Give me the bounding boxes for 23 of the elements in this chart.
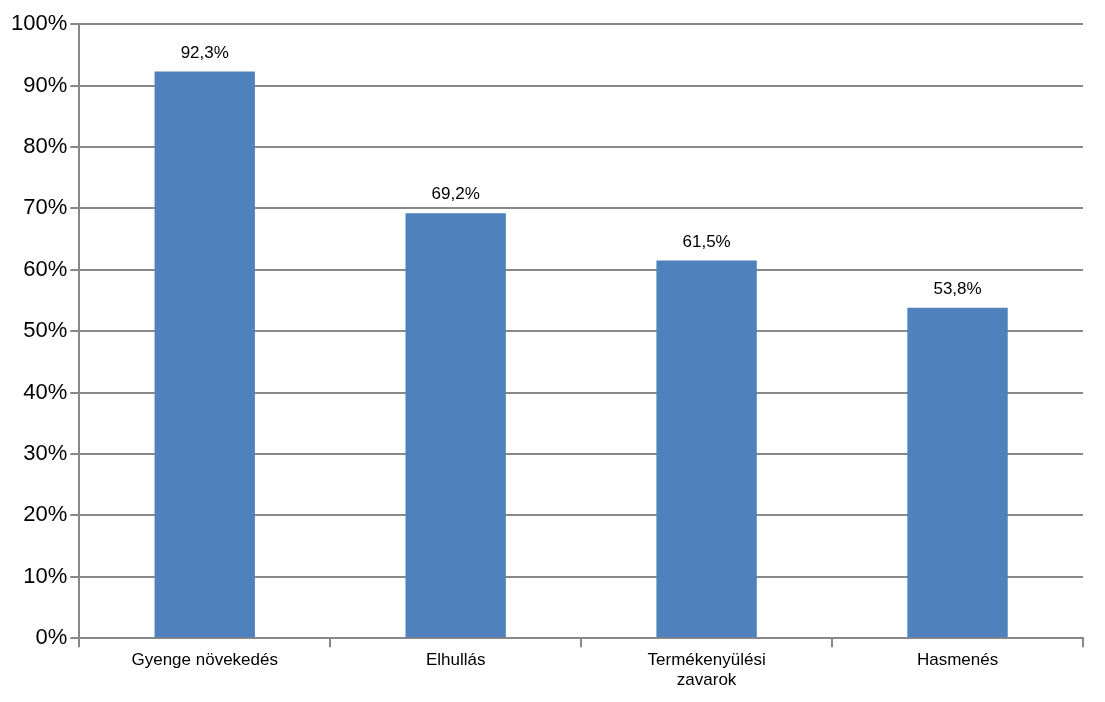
data-label: 53,8% [933,279,982,299]
y-tick-label: 30% [23,440,68,466]
y-tick-label: 40% [23,378,68,404]
x-tick-label: Hasmenés [916,650,999,670]
bar [907,307,1008,638]
y-tick-label: 60% [23,255,68,281]
y-tick-label: 50% [23,317,68,343]
bar [405,213,506,638]
data-label: 69,2% [431,184,480,204]
bar [154,71,255,638]
y-tick-label: 80% [23,133,68,159]
bar [656,260,757,638]
y-tick-label: 90% [23,71,68,97]
data-label: 61,5% [682,231,731,251]
y-tick-label: 100% [10,10,68,36]
x-tick-label: Gyenge növekedés [131,650,278,670]
y-tick-label: 0% [35,624,68,650]
x-tick-label: Termékenyülési zavarok [647,650,766,690]
x-tick-label: Elhullás [425,650,486,670]
data-label: 92,3% [180,42,229,62]
y-tick-label: 20% [23,501,68,527]
y-tick-label: 70% [23,194,68,220]
y-tick-label: 10% [23,562,68,588]
